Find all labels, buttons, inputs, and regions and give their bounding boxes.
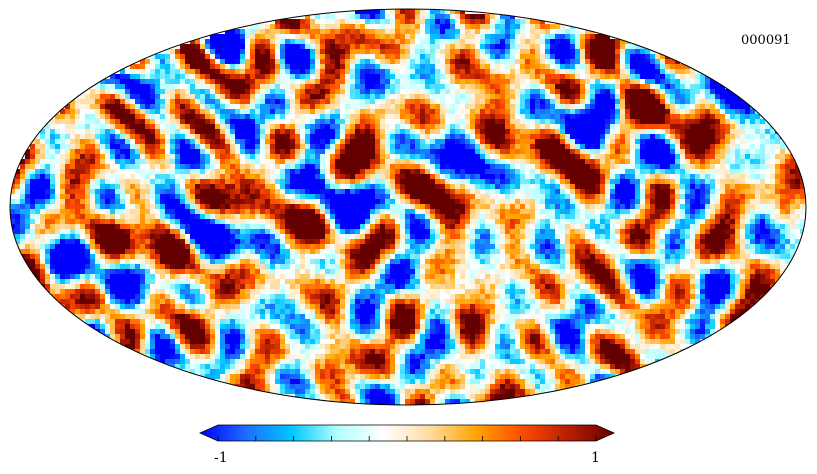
- map-id-label: 000091: [741, 33, 791, 48]
- colorbar-max-label: 1: [591, 450, 600, 466]
- anisotropy-texture: [10, 9, 806, 405]
- map-outline: [9, 8, 807, 406]
- sky-map: [10, 9, 806, 405]
- colorbar-ticks: [217, 436, 597, 441]
- colorbar: [199, 424, 615, 442]
- colorbar-min-label: -1: [214, 450, 228, 466]
